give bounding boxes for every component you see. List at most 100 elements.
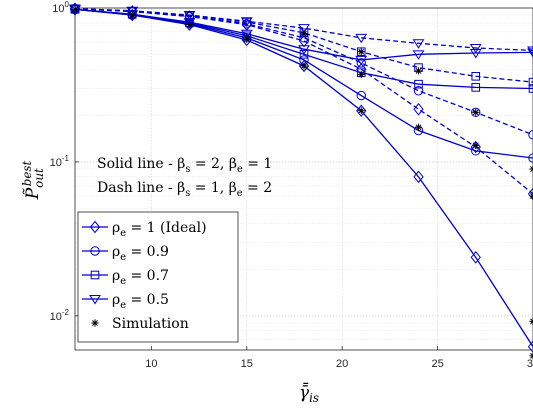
data-point-circle (356, 90, 366, 101)
annotation-dash-line: Dash line - βs = 1, βe = 2 (97, 180, 272, 199)
asterisk-stroke (530, 318, 533, 323)
data-point-circle (356, 58, 366, 68)
legend-item: ρe = 1 (Ideal) (82, 220, 207, 239)
data-point-diamond (470, 251, 481, 264)
asterisk-stroke (129, 12, 136, 18)
data-point-triangle-down (469, 43, 482, 54)
asterisk-stroke (243, 35, 250, 42)
data-point-triangle-down (412, 50, 425, 60)
legend-marker-asterisk (91, 319, 99, 327)
simulation-point (71, 5, 79, 13)
simulation-point (185, 21, 194, 29)
series-group (69, 2, 533, 354)
legend-label: Simulation (112, 316, 189, 332)
x-tick-label: 15 (241, 358, 253, 370)
data-point-square (299, 50, 309, 59)
legend-item: ρe = 0.9 (82, 244, 169, 263)
series-line (74, 8, 533, 61)
asterisk-stroke (472, 142, 479, 149)
data-point-triangle-down (298, 24, 310, 34)
data-point-diamond (527, 187, 533, 201)
x-tick-label: 30 (527, 358, 533, 370)
x-axis-label: γ̄̄is (299, 381, 319, 405)
y-axis-label: P̃outbest (20, 160, 46, 200)
data-point-triangle-down (183, 11, 196, 21)
legend-marker-triangle-down (89, 295, 101, 305)
data-point-circle (471, 107, 481, 118)
data-point-diamond (413, 170, 424, 184)
legend-box (77, 211, 239, 343)
legend-item: ρe = 0.7 (82, 268, 169, 287)
series-line (74, 8, 533, 159)
simulation-point (472, 108, 480, 116)
data-point-triangle-down (469, 49, 482, 59)
x-tick-label: 25 (431, 358, 443, 370)
simulation-points (71, 5, 533, 360)
simulation-point (300, 30, 308, 38)
legend-label: ρe = 1 (Ideal) (112, 220, 207, 239)
data-point-triangle-down (240, 17, 253, 27)
asterisk-stroke (530, 195, 533, 199)
asterisk-stroke (530, 166, 533, 170)
asterisk-stroke (472, 109, 479, 116)
legend-item: ρe = 0.5 (82, 292, 169, 311)
asterisk-stroke (358, 71, 365, 78)
simulation-point (414, 123, 423, 131)
axis-ticks: 10 15 20 25 30 100 10-1 10-2 (50, 0, 533, 370)
asterisk-stroke (530, 193, 533, 197)
x-tick-label: 10 (145, 358, 157, 370)
series-dash-rho-0.5 (69, 4, 533, 56)
data-point-diamond (356, 104, 367, 118)
asterisk-stroke (530, 320, 533, 325)
simulation-point (529, 317, 533, 326)
asterisk-stroke (301, 30, 307, 37)
data-point-diamond (298, 59, 310, 73)
asterisk-stroke (301, 63, 307, 69)
legend-marker-square (90, 270, 100, 280)
simulation-point (529, 352, 533, 360)
data-point-triangle-down (355, 55, 368, 66)
data-point-square (356, 47, 366, 57)
legend-label: ρe = 0.7 (112, 268, 169, 287)
asterisk-stroke (72, 6, 78, 13)
data-point-diamond (241, 33, 252, 47)
simulation-point (357, 48, 365, 56)
annotation-solid-line: Solid line - βs = 2, βe = 1 (97, 156, 272, 175)
asterisk-stroke (415, 68, 422, 74)
data-point-triangle-down (527, 46, 533, 56)
series-line (74, 8, 533, 52)
asterisk-stroke (530, 355, 533, 359)
data-point-diamond (69, 2, 81, 15)
asterisk-stroke (186, 21, 193, 28)
simulation-point (529, 165, 533, 173)
legend-marker-circle (90, 246, 100, 256)
data-point-square (471, 83, 481, 92)
simulation-point (529, 192, 533, 200)
simulation-point (357, 70, 365, 79)
plot-frame (74, 7, 533, 351)
legend-label: ρe = 0.5 (112, 292, 169, 311)
asterisk-stroke (358, 107, 365, 114)
x-tick-label: 20 (336, 358, 348, 370)
simulation-point (472, 141, 480, 150)
asterisk-stroke (92, 320, 98, 326)
asterisk-stroke (358, 48, 365, 55)
simulation-point (243, 35, 251, 43)
simulation-point (357, 107, 365, 115)
asterisk-stroke (530, 168, 533, 172)
data-point-square (528, 84, 533, 93)
data-point-triangle-down (412, 39, 425, 49)
legend-label: ρe = 0.9 (112, 244, 169, 263)
simulation-point (300, 62, 308, 70)
data-point-triangle-down (298, 45, 310, 55)
series-line (74, 8, 533, 83)
y-tick-label: 10-1 (50, 154, 70, 169)
asterisk-stroke (530, 352, 533, 357)
legend-item: Simulation (91, 316, 189, 332)
y-tick-label: 10-2 (50, 308, 70, 323)
data-point-triangle-down (355, 33, 368, 44)
simulation-point (128, 11, 136, 19)
data-point-triangle-down (126, 6, 139, 17)
